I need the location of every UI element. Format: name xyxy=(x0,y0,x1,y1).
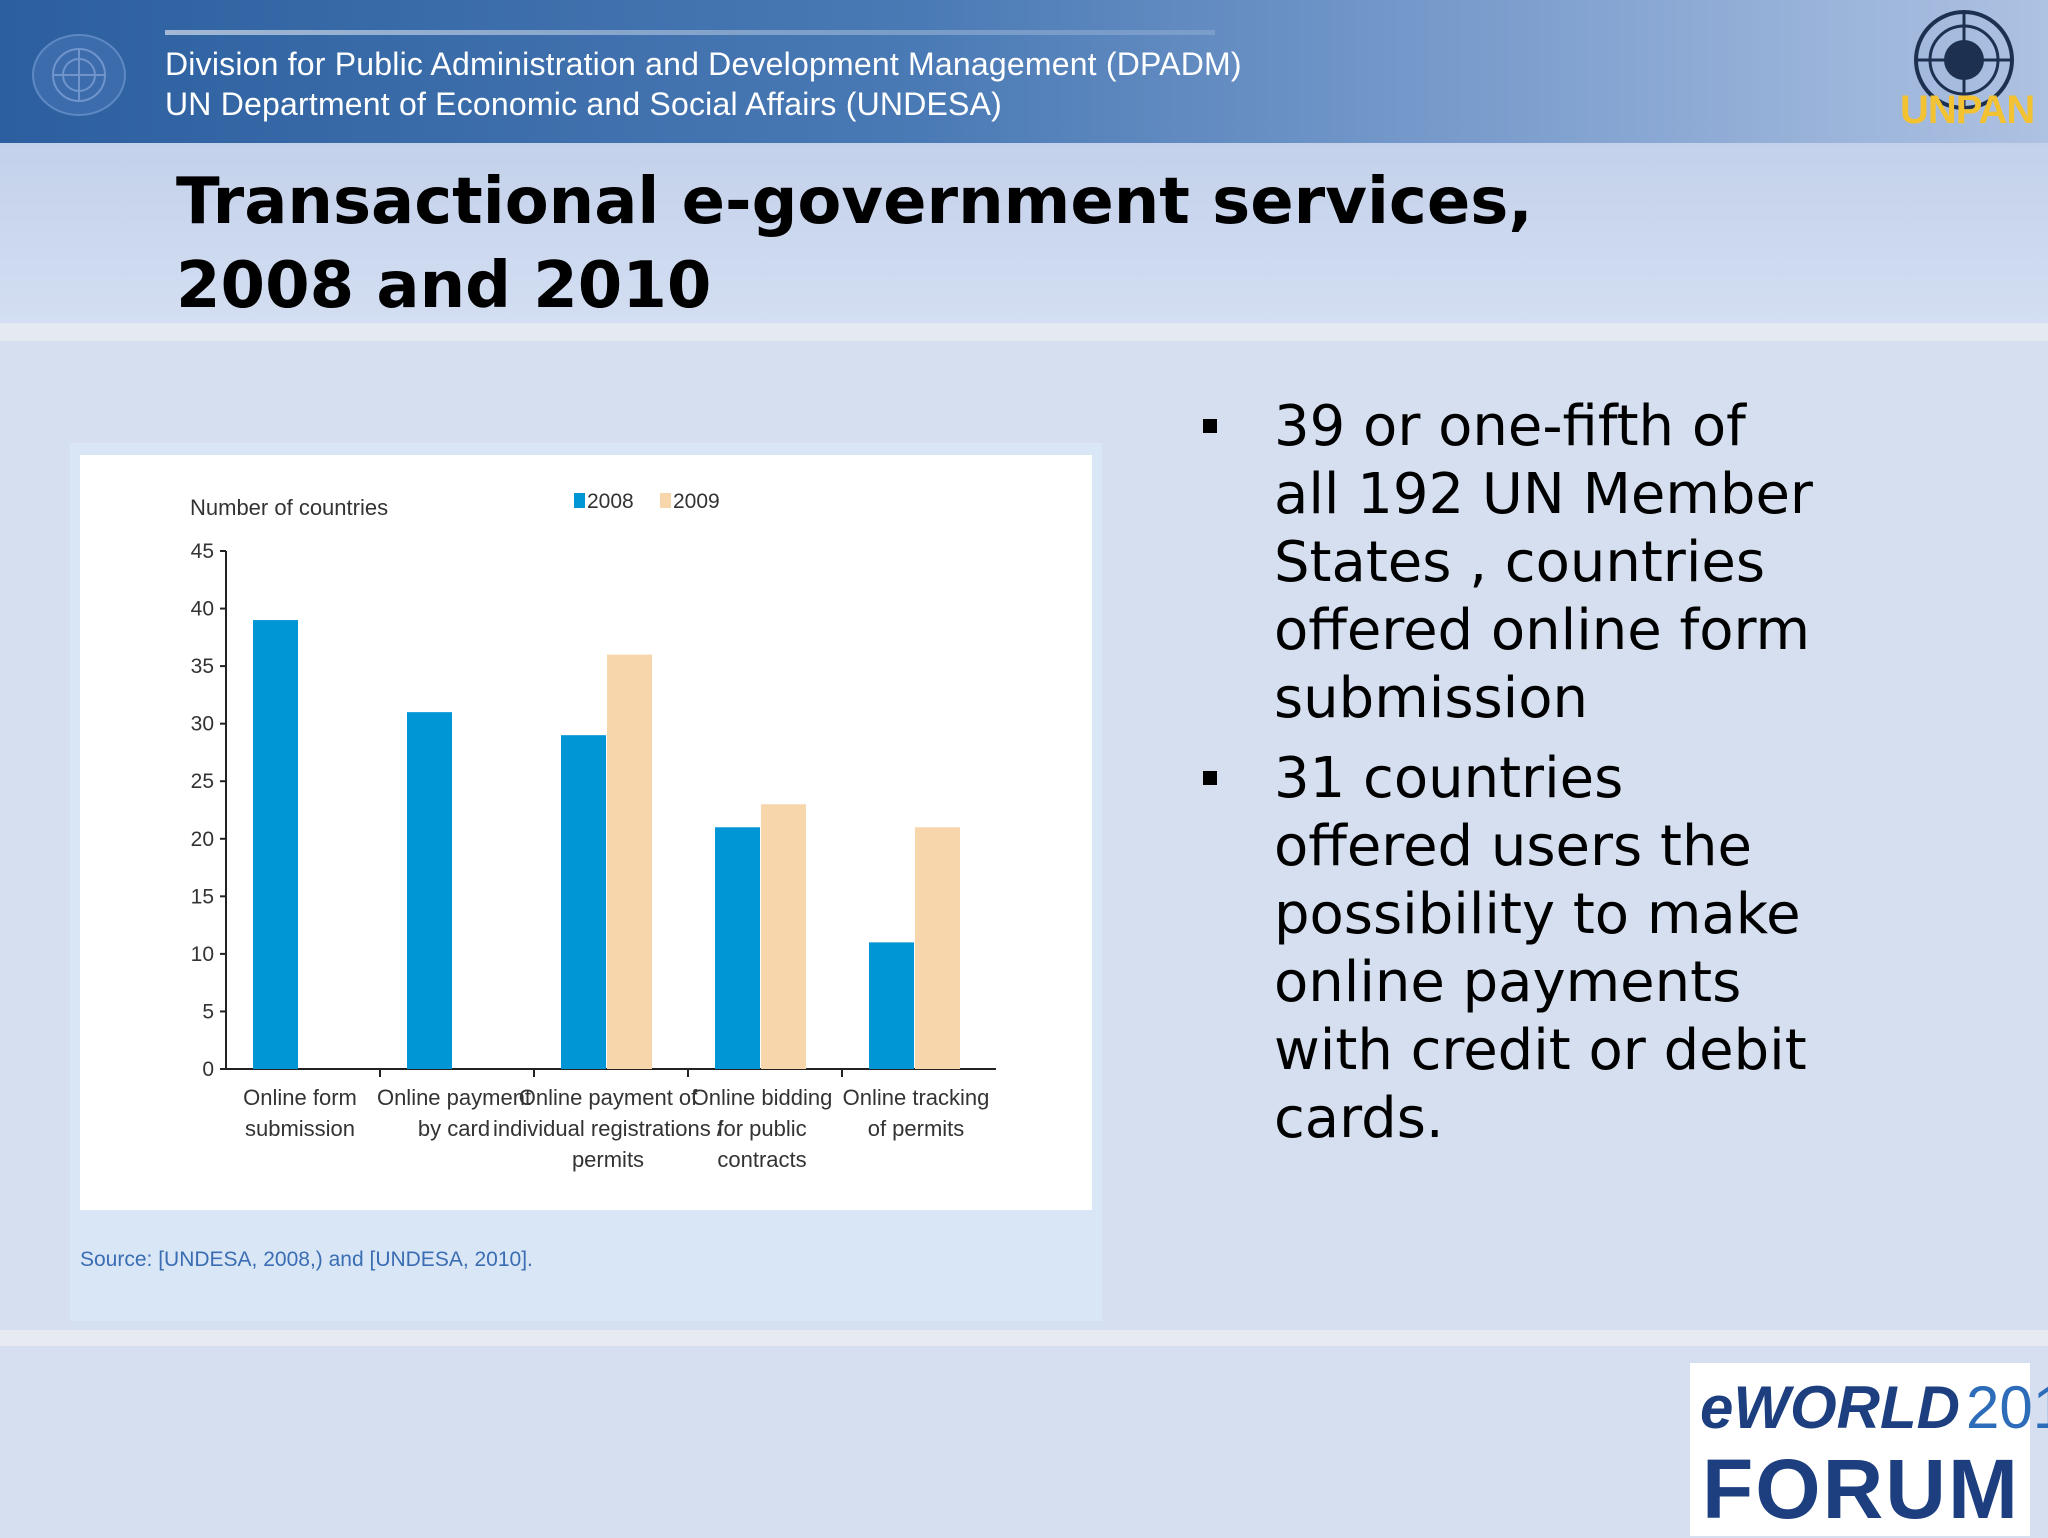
x-tick-label: Online bidding xyxy=(692,1085,833,1110)
y-tick-label: 35 xyxy=(191,655,214,678)
bar-2008 xyxy=(407,712,452,1069)
bar-chart: Number of countries 0 5 10 15 20 25 30 35 40 45 Onl… xyxy=(190,490,996,1172)
y-tick-label: 40 xyxy=(191,598,214,621)
x-tick-label: Online payment xyxy=(377,1085,531,1110)
slide-title-line2: 2008 and 2010 xyxy=(176,249,712,323)
bar-2008 xyxy=(715,827,760,1069)
legend-swatch-2008 xyxy=(574,493,585,508)
logo-year: 2011 xyxy=(1965,1374,2048,1441)
logo-eworld-text: eWORLD xyxy=(1700,1374,1960,1441)
bullet-text: 39 or one-fifth of all 192 UN Member Sta… xyxy=(1274,394,1813,731)
header-accent-line xyxy=(165,30,1215,35)
y-tick-label: 10 xyxy=(191,943,214,966)
y-tick-label: 25 xyxy=(191,770,214,793)
y-tick-label: 45 xyxy=(191,540,214,563)
square-bullet-icon xyxy=(1203,771,1217,785)
y-tick-label: 0 xyxy=(202,1058,214,1081)
legend-label-2009: 2009 xyxy=(673,490,720,513)
bar-2009 xyxy=(761,804,806,1069)
un-emblem-icon xyxy=(1914,10,2014,110)
chart-source: Source: [UNDESA, 2008,) and [UNDESA, 201… xyxy=(80,1248,533,1271)
x-tick-label: of permits xyxy=(868,1116,965,1141)
y-tick-label: 15 xyxy=(191,885,214,908)
legend-swatch-2009 xyxy=(660,493,671,508)
bar-2008 xyxy=(869,942,914,1069)
header-banner: Division for Public Administration and D… xyxy=(0,0,2048,143)
logo-line1: eWORLD2011 xyxy=(1700,1373,2048,1442)
header-department-text: UN Department of Economic and Social Aff… xyxy=(165,86,1002,122)
y-tick-label: 20 xyxy=(191,828,214,851)
title-band xyxy=(0,143,2048,323)
divider xyxy=(0,323,2048,341)
y-axis-label: Number of countries xyxy=(190,495,388,520)
x-tick-label: Online payment of xyxy=(519,1085,698,1110)
divider xyxy=(0,1330,2048,1346)
square-bullet-icon xyxy=(1203,419,1217,433)
slide-title: Transactional e-government services, 200… xyxy=(176,160,1533,328)
unpan-logo-text: UNPAN xyxy=(1900,88,2035,132)
x-tick-label: Online tracking xyxy=(843,1085,990,1110)
legend-label-2008: 2008 xyxy=(587,490,634,513)
header-division-text: Division for Public Administration and D… xyxy=(165,46,1242,82)
eworld-forum-logo: eWORLD2011 FORUM xyxy=(1690,1363,2048,1536)
y-tick-label: 5 xyxy=(202,1000,214,1023)
x-tick-label: contracts xyxy=(717,1147,806,1172)
chart-box: Number of countries 0 5 10 15 20 25 30 35 40 45 Onl… xyxy=(80,455,1092,1210)
un-emblem-icon xyxy=(32,34,126,116)
logo-forum-text: FORUM xyxy=(1702,1442,2020,1536)
bullet-item: 31 countries offered users the possibili… xyxy=(1200,745,2020,1153)
x-tick-label: Online form xyxy=(243,1085,357,1110)
bullet-list: 39 or one-fifth of all 192 UN Member Sta… xyxy=(1200,393,2020,1165)
bar-2009 xyxy=(915,827,960,1069)
bar-2008 xyxy=(561,735,606,1069)
bar-2009 xyxy=(607,654,652,1069)
bullet-text: 31 countries offered users the possibili… xyxy=(1274,746,1807,1151)
slide-title-line1: Transactional e-government services, xyxy=(176,165,1533,239)
y-tick-label: 30 xyxy=(191,713,214,736)
x-tick-label: submission xyxy=(245,1116,355,1141)
x-tick-label: for public xyxy=(717,1116,806,1141)
bullet-item: 39 or one-fifth of all 192 UN Member Sta… xyxy=(1200,393,2020,733)
x-tick-label: individual registrations / xyxy=(493,1116,724,1141)
bar-2008 xyxy=(253,620,298,1069)
x-tick-label: by card xyxy=(418,1116,490,1141)
x-tick-label: permits xyxy=(572,1147,644,1172)
